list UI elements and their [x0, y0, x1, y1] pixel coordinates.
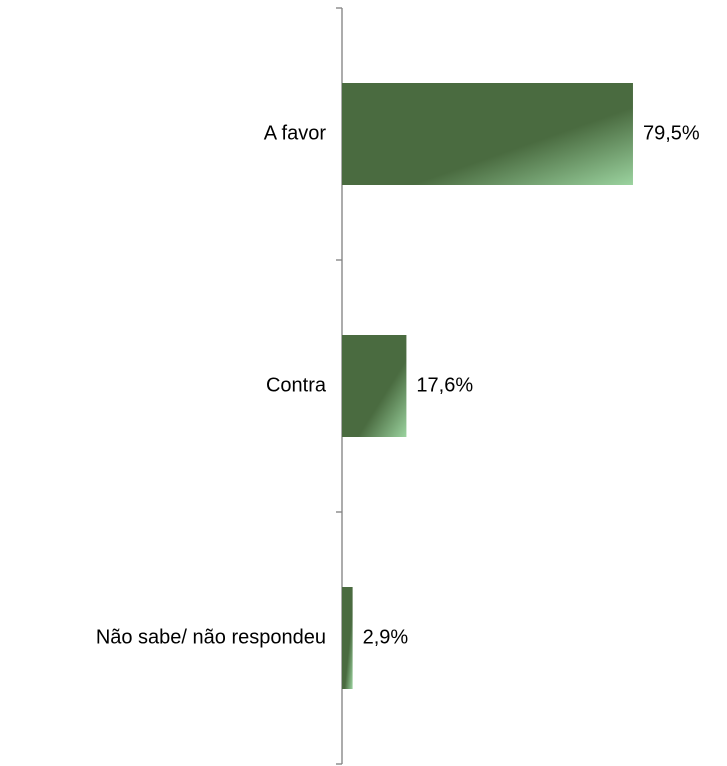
category-label: Não sabe/ não respondeu	[96, 626, 326, 648]
axis-layer	[336, 7, 343, 765]
data-label: 79,5%	[643, 122, 700, 144]
label-layer: A favor 79,5% Contra 17,6% Não sabe/ não res…	[96, 122, 700, 648]
data-label: 17,6%	[416, 374, 473, 396]
bar	[342, 83, 633, 185]
bar	[342, 587, 353, 689]
category-label: Contra	[266, 374, 327, 396]
bar	[342, 335, 407, 437]
bar-layer	[342, 83, 633, 689]
data-label: 2,9%	[363, 626, 409, 648]
category-label: A favor	[264, 122, 327, 144]
